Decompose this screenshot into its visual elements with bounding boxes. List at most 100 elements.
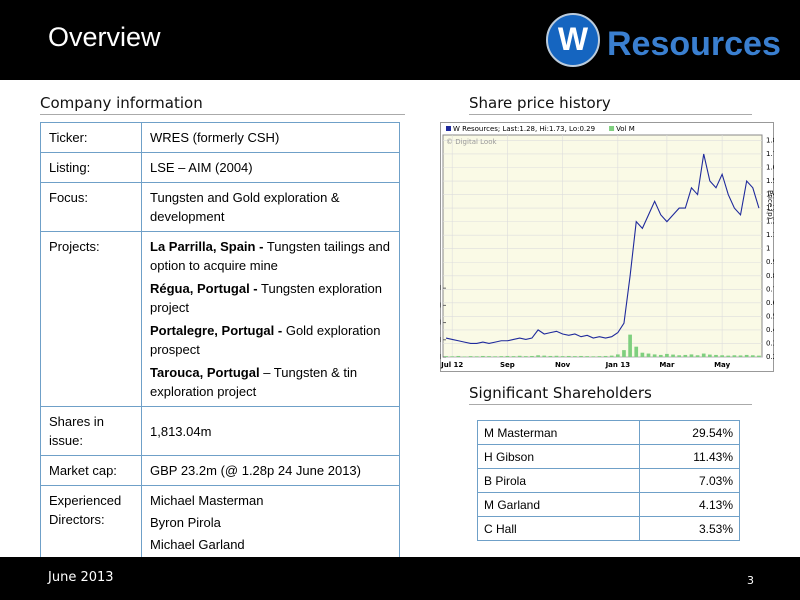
x-tick-label: Nov bbox=[555, 361, 571, 369]
holder: H Gibson bbox=[477, 444, 640, 469]
volume-bar bbox=[597, 356, 602, 357]
header-band bbox=[0, 0, 800, 80]
legend-swatch bbox=[609, 126, 615, 131]
company-table: Ticker: WRES (formerly CSH) Listing: LSE –… bbox=[40, 122, 400, 560]
volume-bar bbox=[646, 353, 651, 357]
project-text: Tungsten exploration project bbox=[150, 281, 382, 315]
volume-bar bbox=[671, 354, 675, 357]
project-text: Gold exploration prospect bbox=[150, 323, 381, 357]
y2-tick-label: 1.1 bbox=[766, 231, 774, 239]
y2-tick-label: 1.2 bbox=[766, 218, 774, 226]
row: Focus: Tungsten and Gold exploration & de… bbox=[40, 182, 400, 232]
cell-label: Ticker: bbox=[40, 122, 142, 153]
volume-bar bbox=[757, 355, 761, 357]
volume-bar bbox=[744, 354, 749, 357]
volume-bar bbox=[695, 355, 700, 357]
y2-tick-label: 1.3 bbox=[766, 204, 774, 212]
y2-tick-label: 1.7 bbox=[766, 150, 774, 158]
plot-area bbox=[442, 134, 763, 358]
volume-bar bbox=[701, 353, 706, 357]
volume-bar bbox=[493, 356, 497, 357]
volume-bar bbox=[523, 356, 528, 357]
holding: 11.43% bbox=[638, 444, 741, 469]
volume-bar bbox=[468, 356, 473, 357]
volume-bar bbox=[530, 355, 534, 357]
volume-bar bbox=[499, 356, 504, 357]
y-tick-label: 100M bbox=[440, 336, 441, 344]
cell-value: 1,813.04m bbox=[141, 406, 400, 456]
section-heading: Company information bbox=[40, 94, 405, 115]
project-name: Tarouca, Portugal bbox=[150, 365, 260, 380]
project-text: – Tungsten & tin exploration project bbox=[150, 365, 358, 399]
cell-label: Experienced Directors: bbox=[40, 485, 142, 560]
volume-bar bbox=[652, 354, 657, 357]
legend-label: Vol M bbox=[616, 125, 635, 133]
chart-source: © Digital Look bbox=[446, 138, 497, 146]
y2-tick-label: 0.3 bbox=[766, 339, 774, 347]
cell-value: Tungsten and Gold exploration & developm… bbox=[141, 182, 400, 232]
price-line bbox=[445, 153, 760, 345]
volume-bar bbox=[554, 355, 559, 357]
volume-bar bbox=[634, 346, 639, 357]
volume-bar bbox=[474, 356, 479, 357]
volume-bar bbox=[622, 350, 626, 357]
slide-title: Overview bbox=[48, 22, 161, 52]
volume-bar bbox=[603, 355, 608, 357]
x-tick-label: Jan 13 bbox=[605, 361, 631, 369]
shareholders-table: M Masterman 29.54% H Gibson 11.43% B Pirola 7… bbox=[477, 420, 741, 541]
y2-tick-label: 1.8 bbox=[766, 136, 774, 144]
volume-bar bbox=[640, 352, 645, 357]
volume-bar bbox=[677, 355, 682, 357]
volume-bar bbox=[689, 354, 694, 357]
holding: 7.03% bbox=[638, 468, 741, 493]
y2-tick-label: 1.5 bbox=[766, 177, 774, 185]
row: M Masterman 29.54% bbox=[477, 420, 741, 445]
volume-bar bbox=[683, 354, 688, 357]
project-name: Régua, Portugal - bbox=[150, 281, 258, 296]
volume-bar bbox=[481, 355, 485, 357]
y-tick-label: 300M bbox=[440, 301, 441, 309]
director: Michael Masterman bbox=[150, 493, 264, 508]
logo-text: Resources bbox=[607, 25, 781, 63]
volume-bar bbox=[505, 355, 510, 357]
holding: 3.53% bbox=[638, 516, 741, 541]
volume-bar bbox=[487, 356, 491, 357]
holder: C Hall bbox=[477, 516, 640, 541]
volume-bar bbox=[566, 355, 571, 357]
row: Ticker: WRES (formerly CSH) bbox=[40, 122, 400, 153]
cell-label: Listing: bbox=[40, 152, 142, 183]
volume-bar bbox=[726, 355, 731, 357]
volume-bar bbox=[585, 356, 590, 357]
holder: M Garland bbox=[477, 492, 640, 517]
project-name: La Parrilla, Spain - bbox=[150, 239, 264, 254]
project: Tarouca, Portugal – Tungsten & tin explo… bbox=[150, 363, 391, 401]
row: Market cap: GBP 23.2m (@ 1.28p 24 June 20… bbox=[40, 455, 400, 486]
share-chart: 0.2 0.3 0.4 0.5 0.6 0.7 0.8 0.9 1 1.1 1.2 1.3 1.4 1.5… bbox=[440, 122, 774, 372]
volume-bar bbox=[536, 355, 540, 357]
x-tick-label: Sep bbox=[500, 361, 515, 369]
legend-label: W Resources; Last:1.28, Hi:1.73, Lo:0.29 bbox=[453, 125, 595, 133]
y2-axis-label: Price (p) bbox=[766, 190, 774, 219]
volume-bar bbox=[548, 355, 553, 357]
volume-bar bbox=[579, 355, 583, 357]
page-number: 3 bbox=[747, 574, 754, 587]
x-tick-label: Jul 12 bbox=[440, 361, 463, 369]
section-heading: Share price history bbox=[469, 94, 752, 115]
x-tick-label: Mar bbox=[659, 361, 675, 369]
volume-bar bbox=[738, 355, 743, 357]
cell-label: Projects: bbox=[40, 231, 142, 407]
volume-bar bbox=[511, 356, 516, 357]
cell-value: La Parrilla, Spain - Tungsten tailings a… bbox=[141, 231, 400, 407]
y2-tick-label: 0.2 bbox=[766, 353, 774, 361]
volume-bar bbox=[628, 334, 632, 357]
y2-tick-label: 0.5 bbox=[766, 312, 774, 320]
y2-tick-label: 1.4 bbox=[766, 191, 774, 199]
logo: W Resources bbox=[546, 13, 781, 67]
row: C Hall 3.53% bbox=[477, 516, 741, 541]
row: Projects: La Parrilla, Spain - Tungsten … bbox=[40, 231, 400, 407]
cell-label: Shares in issue: bbox=[40, 406, 142, 456]
y2-tick-label: 0.9 bbox=[766, 258, 774, 266]
project-text: Tungsten tailings and option to acquire … bbox=[150, 239, 390, 273]
project-name: Portalegre, Portugal - bbox=[150, 323, 283, 338]
volume-bar bbox=[444, 356, 448, 357]
